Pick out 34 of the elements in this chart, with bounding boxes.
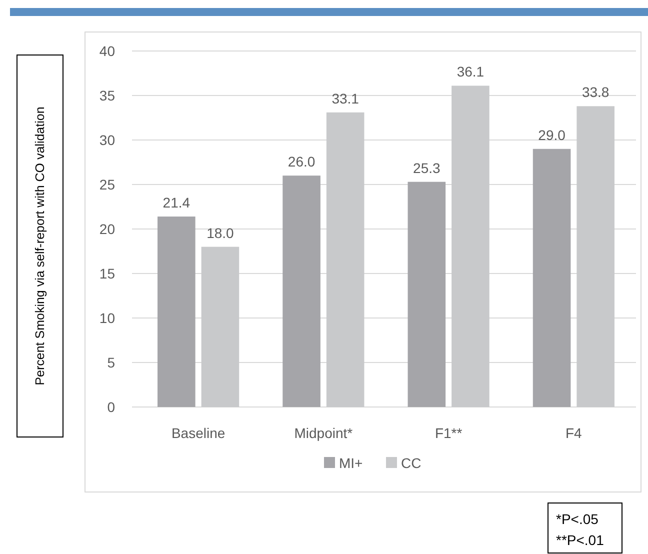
bar — [158, 216, 196, 407]
y-tick-label: 35 — [99, 88, 116, 104]
data-label: 26.0 — [288, 154, 316, 170]
data-label: 33.1 — [332, 90, 360, 106]
data-label: 21.4 — [162, 194, 190, 211]
legend-label: CC — [401, 455, 422, 471]
text: *P<.05 — [556, 511, 599, 527]
text: **P<.01 — [556, 532, 604, 548]
y-tick-label: 5 — [107, 354, 116, 370]
bar — [452, 86, 490, 407]
data-label: 36.1 — [456, 64, 484, 80]
data-label: 33.8 — [582, 84, 610, 100]
bar — [576, 106, 614, 407]
bar — [326, 112, 364, 407]
bar — [282, 176, 320, 407]
y-tick-label: 20 — [99, 221, 116, 237]
x-tick-label: F1** — [434, 425, 463, 441]
y-tick-label: 25 — [99, 176, 116, 192]
y-tick-label: 30 — [99, 132, 116, 148]
data-label: 29.0 — [538, 126, 566, 143]
bar — [201, 246, 240, 407]
bar — [408, 182, 446, 407]
legend-label: MI+ — [339, 455, 363, 471]
y-tick-label: 10 — [99, 310, 116, 326]
x-tick-label: F4 — [566, 425, 582, 441]
y-tick-label: 15 — [99, 266, 116, 282]
data-label: 25.3 — [413, 160, 440, 176]
x-tick-label: Baseline — [171, 425, 226, 441]
y-tick-label: 0 — [107, 399, 116, 415]
y-tick-label: 40 — [99, 43, 116, 59]
y-axis-title: Percent Smoking via self-report with CO validation — [33, 106, 47, 386]
x-tick-label: Midpoint* — [294, 425, 354, 441]
bar — [532, 148, 571, 407]
data-label: 18.0 — [206, 224, 234, 241]
